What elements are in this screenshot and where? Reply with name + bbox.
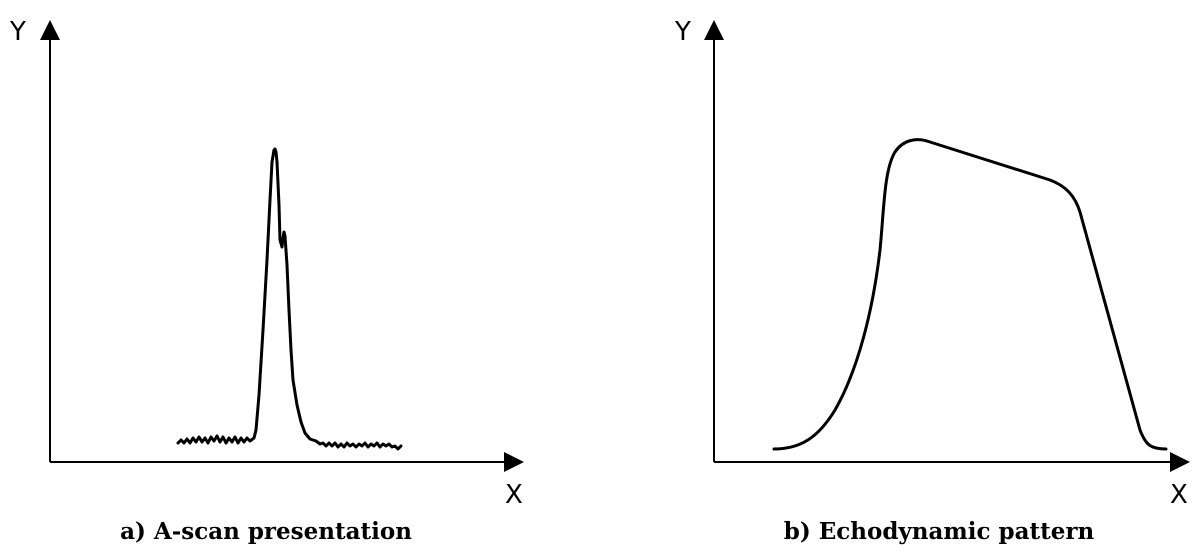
panel-a-x-axis-label: X	[505, 480, 523, 510]
panel-b-y-axis-label: Y	[674, 17, 691, 47]
panel-a-ascan-signal	[176, 147, 403, 451]
panel-a-caption: a) A-scan presentation	[120, 518, 412, 545]
panel-b: Y X b) Echodynamic pattern	[674, 17, 1190, 545]
panel-b-echodynamic-curve	[772, 138, 1168, 451]
panel-b-x-axis-label: X	[1170, 480, 1188, 510]
panel-b-caption: b) Echodynamic pattern	[784, 518, 1095, 545]
panel-a-y-axis-label: Y	[9, 17, 26, 47]
panel-a: Y X a) A-scan presentation	[9, 17, 524, 545]
